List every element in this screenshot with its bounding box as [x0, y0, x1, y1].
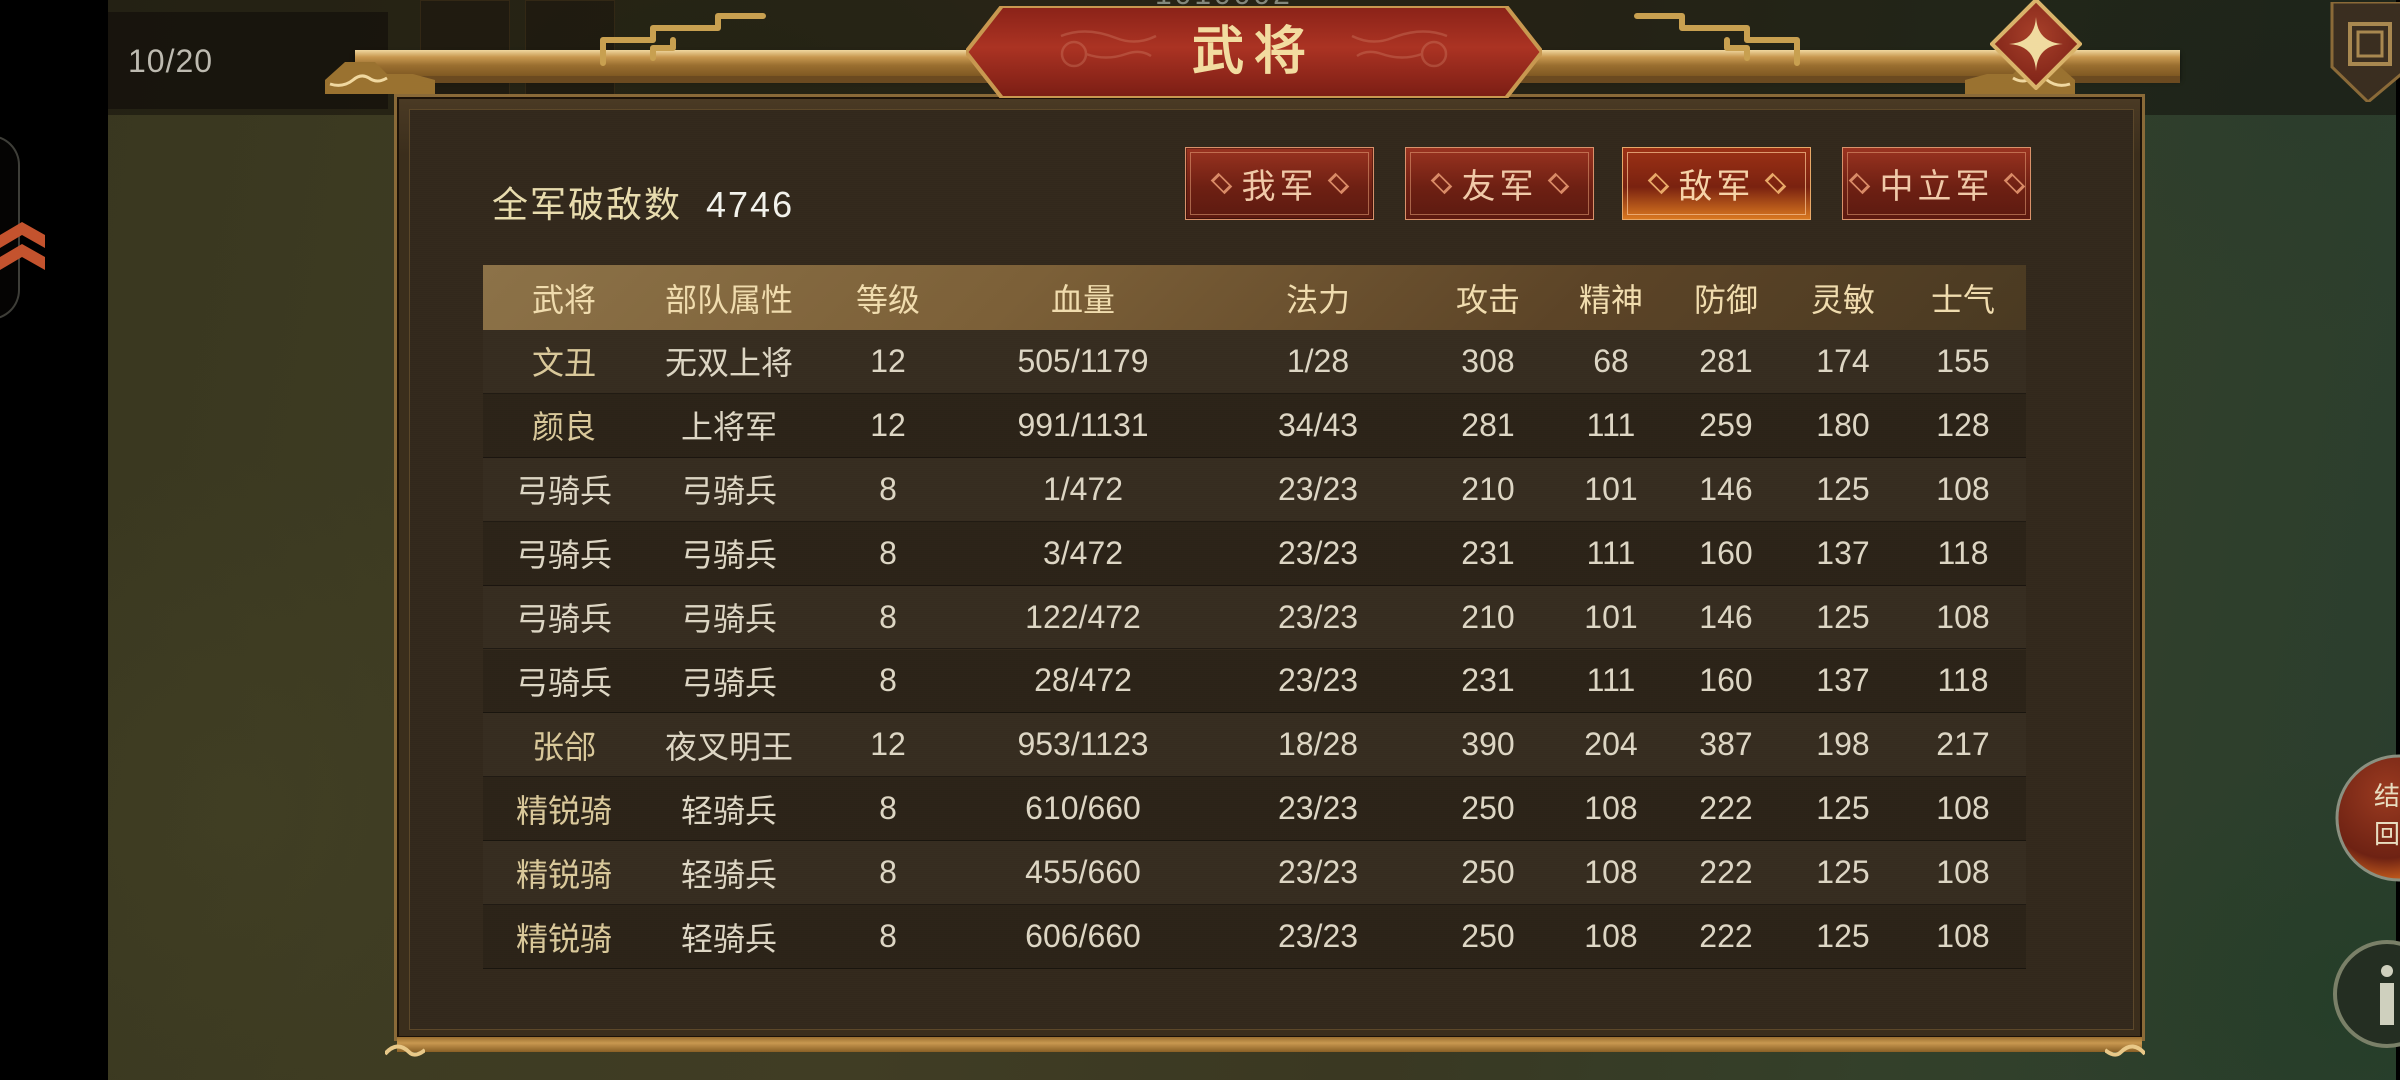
- svg-text:结束: 结束: [2374, 781, 2400, 811]
- svg-text:回合: 回合: [2374, 819, 2400, 849]
- svg-text:武将: 武将: [1192, 23, 1316, 81]
